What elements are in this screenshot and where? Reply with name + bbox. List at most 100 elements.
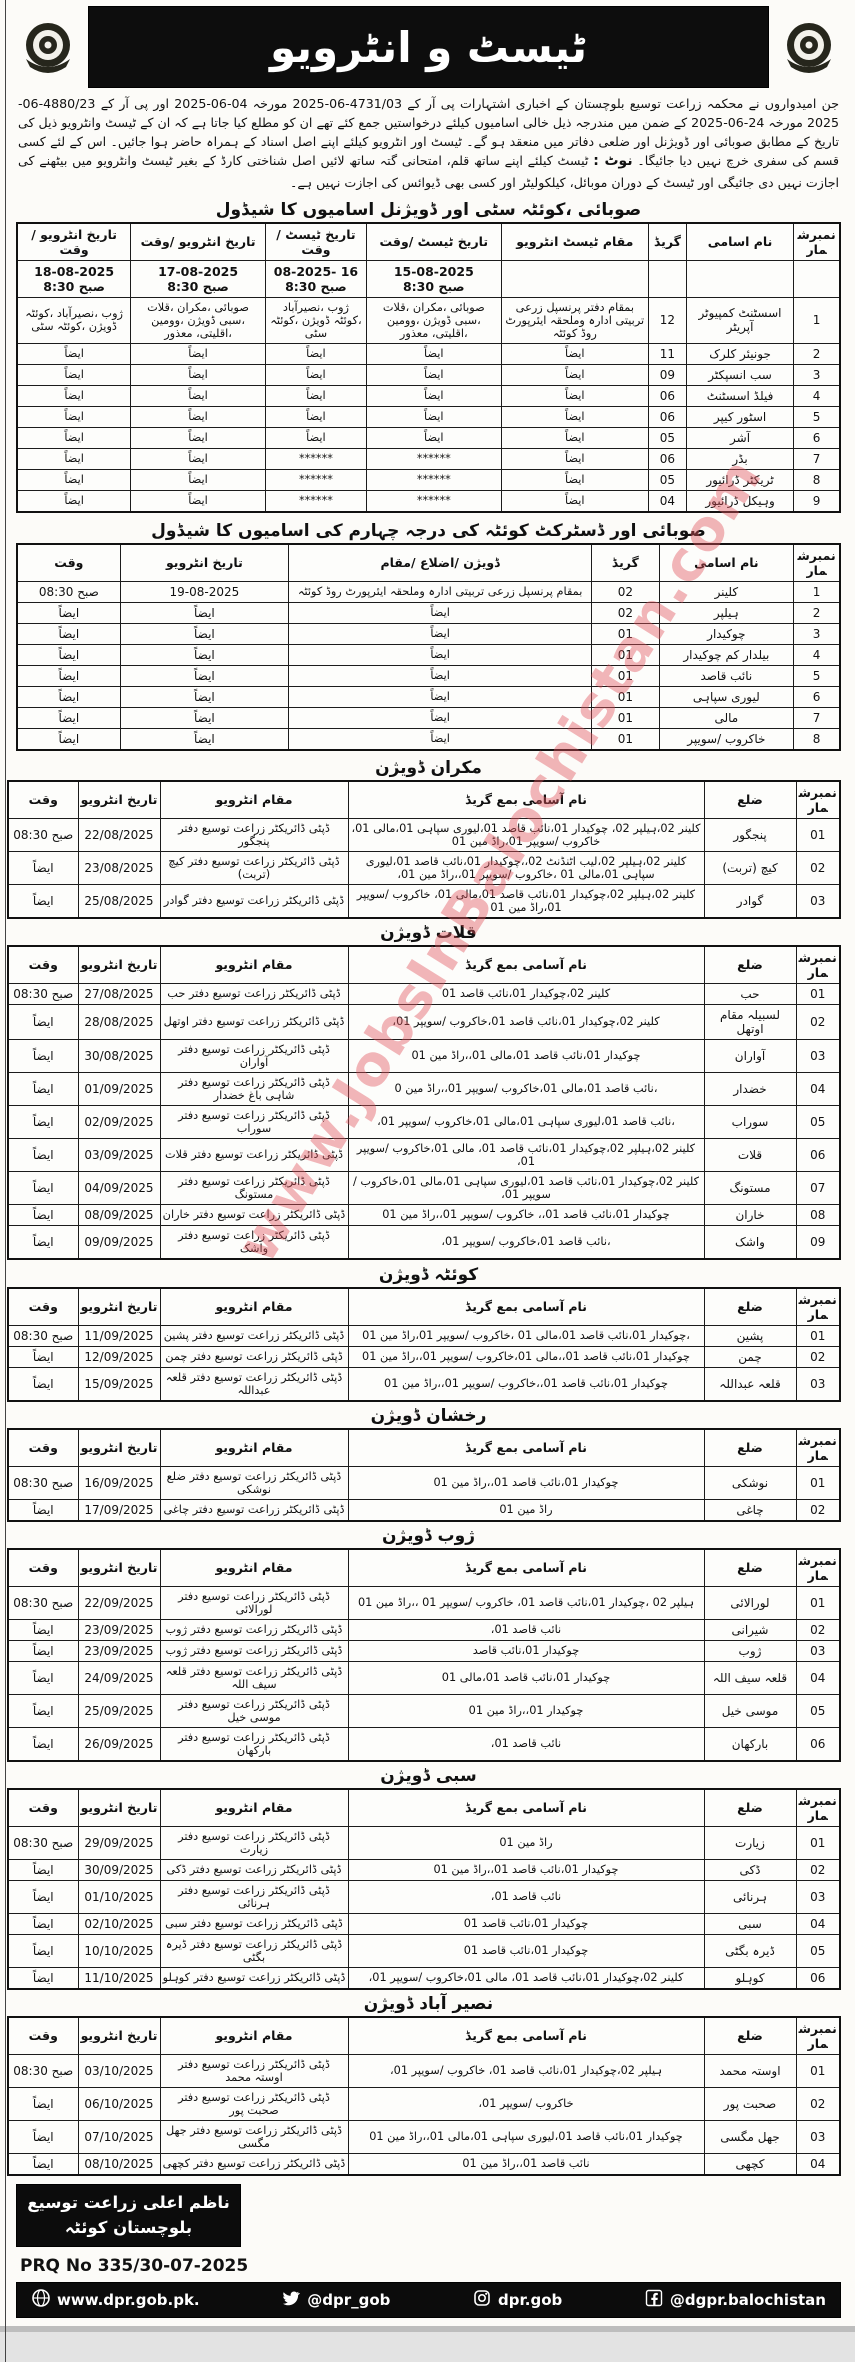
- interview-date: 25/09/2025: [77, 1693, 161, 1728]
- serial-number: 03: [795, 1879, 841, 1914]
- test-date-1-divisions: ایضاً: [365, 384, 502, 407]
- social-handle: @dpr_gob: [307, 2290, 391, 2309]
- district-row: 02 شیرانی نائب قاصد 01، ڈپٹی ڈائریکٹر زراعت…: [7, 1618, 841, 1641]
- posts-with-grade: کلینر 02،ہیلپر 02،چوکیدار 01،نائب قاصد 0…: [347, 1137, 705, 1172]
- interview-date-2-divisions: ایضاً: [16, 468, 132, 491]
- district-row: 02 چمن چوکیدار 01،نائب قاصد 01،،مالی 01،خا…: [7, 1345, 841, 1368]
- interview-date: 03/09/2025: [77, 1137, 161, 1172]
- date-time-cell-3: 18-08-2025 صبح 8:30: [16, 259, 132, 298]
- test-date-2-divisions: ******: [264, 489, 367, 513]
- column-header-1: ضلع: [703, 780, 797, 819]
- interview-time: ایضاً: [16, 601, 121, 624]
- interview-venue: ڈپٹی ڈائریکٹر زراعت توسیع دفتر قلعہ سیف …: [159, 1660, 349, 1695]
- interview-date: 24/09/2025: [77, 1660, 161, 1695]
- interview-date-2-divisions: ایضاً: [16, 426, 132, 449]
- interview-date: 19-08-2025: [119, 580, 290, 603]
- post-row: 3 چوکیدار 01 ایضاً ایضاً ایضاً: [16, 622, 841, 645]
- post-name: چوکیدار: [658, 622, 795, 645]
- post-name: لیوری سپاہی: [658, 685, 795, 708]
- division-table-6: نمبرشمار ضلع نام آسامی بمع گریڈ مقام انٹروی…: [7, 2015, 841, 2176]
- venue: ایضاً: [500, 468, 649, 491]
- column-header-0: نمبرشمار: [795, 780, 841, 819]
- post-name: مالی: [658, 706, 795, 729]
- interview-venue: ڈپٹی ڈائریکٹر زراعت توسیع دفتر جھل مگسی: [159, 2119, 349, 2154]
- interview-date: 22/09/2025: [77, 1585, 161, 1620]
- district-row: 03 قلعہ عبداللہ چوکیدار 01،نائب قاصد 01،،خ…: [7, 1366, 841, 1402]
- post-row: 6 آشر 05 ایضاً ایضاً ایضاً ایضاً ایضاً: [16, 426, 841, 449]
- serial-number: 03: [795, 2119, 841, 2154]
- serial-number: 02: [795, 1345, 841, 1368]
- interview-time: ایضاً: [7, 1639, 79, 1662]
- column-header-4: تاریخ انٹرویو: [77, 1548, 161, 1587]
- serial-number: 01: [795, 982, 841, 1005]
- interview-venue: ڈپٹی ڈائریکٹر زراعت توسیع دفتر شاہی باغ …: [159, 1071, 349, 1106]
- serial-number: 01: [795, 1324, 841, 1347]
- footer-block: ناظم اعلی زراعت توسیع بلوچستان کوئٹہ PRQ…: [16, 2183, 841, 2280]
- serial-number: 5: [793, 664, 841, 687]
- district-name: ڈکی: [703, 1858, 797, 1881]
- grade: 02: [591, 580, 660, 603]
- posts-with-grade: چوکیدار 01،نائب قاصد 01،،راڈ مین 01: [347, 1465, 705, 1500]
- serial-number: 01: [795, 1465, 841, 1500]
- serial-number: 01: [795, 2053, 841, 2088]
- masthead: ٹیسٹ و انٹرویو: [16, 6, 841, 88]
- column-header-1: نام اسامی: [685, 222, 795, 261]
- column-header-4: تاریخ انٹرویو: [77, 1287, 161, 1326]
- column-header-5: وقت: [16, 543, 121, 582]
- interview-date: 23/09/2025: [77, 1639, 161, 1662]
- test-date-2-divisions: ژوب ،نصیرآباد ،کوئٹہ ڈویژن ،کوئٹہ سٹی: [264, 296, 367, 344]
- time-value: صبح 8:30: [285, 278, 347, 294]
- post-row: 4 فیلڈ اسسٹنٹ 06 ایضاً ایضاً ایضاً ایضاً ایضاً: [16, 384, 841, 407]
- interview-venue: ڈپٹی ڈائریکٹر زراعت توسیع دفتر قلات: [159, 1137, 349, 1172]
- serial-number: 9: [793, 489, 841, 513]
- column-header-5: وقت: [7, 780, 79, 819]
- serial-number: 04: [795, 1071, 841, 1106]
- serial-number: 01: [795, 1825, 841, 1860]
- venue: ایضاً: [500, 363, 649, 386]
- interview-venue: ڈپٹی ڈائریکٹر زراعت توسیع دفتر اوتھل: [159, 1003, 349, 1040]
- bottom-strip: [0, 2325, 855, 2362]
- table-header-row: نمبرشمار نام اسامی گریڈ مقام ٹیسٹ انٹرویو تا…: [16, 222, 841, 261]
- venue: بمقام دفتر پرنسپل زرعی تربیتی ادارہ وملح…: [500, 296, 649, 344]
- interview-venue: ڈپٹی ڈائریکٹر زراعت توسیع دفتر لورالائی: [159, 1585, 349, 1620]
- table-header-row: نمبرشمار ضلع نام آسامی بمع گریڈ مقام انٹروی…: [7, 2016, 841, 2055]
- column-header-5: وقت: [7, 945, 79, 984]
- serial-number: 7: [793, 447, 841, 470]
- interview-time: صبح 08:30: [7, 2053, 79, 2088]
- post-row: 7 بڈر 06 ایضاً ****** ****** ایضاً ایضاً: [16, 447, 841, 470]
- column-header-1: نام اسامی: [658, 543, 795, 582]
- grade4-schedule-table: نمبرشمار نام اسامی گریڈ ڈویژن /اضلاع /مقام ت…: [16, 542, 841, 751]
- posts-with-grade: کلینر 02،چوکیدار 01،نائب قاصد 01، مالی 0…: [347, 1966, 705, 1990]
- post-name: آشر: [685, 426, 795, 449]
- posts-with-grade: چوکیدار 01،نائب قاصد 01،، خاکروب /سویپر …: [347, 1203, 705, 1226]
- interview-venue: ڈپٹی ڈائریکٹر زراعت توسیع دفتر ڈیرہ بگٹی: [159, 1933, 349, 1968]
- serial-number: 05: [795, 1933, 841, 1968]
- posts-with-grade: خاکروب /سویپر 01،: [347, 2086, 705, 2121]
- post-row: 1 کلینر 02 بمقام پرنسپل زرعی تربیتی ادارہ و…: [16, 580, 841, 603]
- district-row: 03 جھل مگسی چوکیدار 01،نائب قاصد 01،لیوری …: [7, 2119, 841, 2154]
- district-name: صحبت پور: [703, 2086, 797, 2121]
- interview-time: ایضاً: [7, 2152, 79, 2176]
- division-heading-4: ژوب ڈویژن: [382, 1525, 475, 1546]
- serial-number: 6: [793, 426, 841, 449]
- post-row: 8 ٹریکٹر ڈرائیور 05 ایضاً ****** ****** ایضاً ا…: [16, 468, 841, 491]
- instagram-icon: [472, 2288, 492, 2312]
- column-header-1: ضلع: [703, 1287, 797, 1326]
- division-heading-2: کوئٹہ ڈویژن: [378, 1264, 479, 1285]
- test-date-2-divisions: ایضاً: [264, 426, 367, 449]
- grade: 01: [591, 643, 660, 666]
- interview-date: 01/10/2025: [77, 1879, 161, 1914]
- district-row: 02 کیچ (تربت) کلینر 02،ہیلپر 02،لیب اٹنڈنٹ…: [7, 850, 841, 885]
- column-header-3: مقام انٹرویو: [159, 780, 349, 819]
- division-district-place: ایضاً: [288, 706, 593, 729]
- district-name: گوادر: [703, 883, 797, 919]
- venue: ایضاً: [500, 384, 649, 407]
- interview-date-2-divisions: ایضاً: [16, 342, 132, 365]
- serial-number: 2: [793, 342, 841, 365]
- column-header-2: نام آسامی بمع گریڈ: [347, 1428, 705, 1467]
- posts-with-grade: کلینر 02،ہیلپر 02، چوکیدار 01،نائب قاصد …: [347, 817, 705, 852]
- test-date-2-divisions: ایضاً: [264, 363, 367, 386]
- district-name: شیرانی: [703, 1618, 797, 1641]
- district-row: 01 پنجگور کلینر 02،ہیلپر 02، چوکیدار 01،نا…: [7, 817, 841, 852]
- serial-number: 03: [795, 1639, 841, 1662]
